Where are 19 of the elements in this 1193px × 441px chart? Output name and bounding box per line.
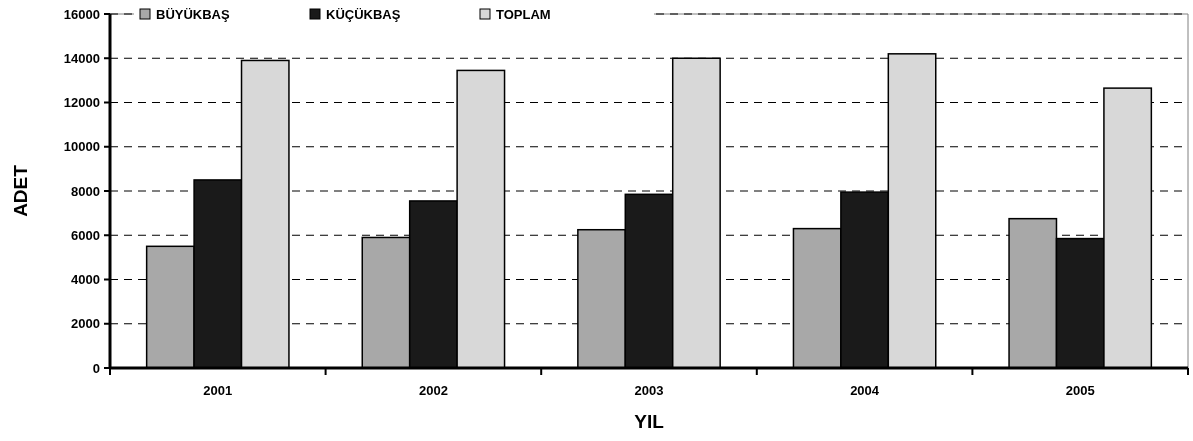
x-tick-label: 2002 <box>418 383 448 398</box>
x-tick-label: 2005 <box>1065 383 1095 398</box>
y-tick-label: 12000 <box>63 95 100 111</box>
y-tick-label: 4000 <box>71 272 100 288</box>
x-tick-label: 2001 <box>203 383 233 398</box>
x-axis-title: YIL <box>634 411 665 432</box>
legend-label: KÜÇÜKBAŞ <box>326 6 401 22</box>
y-tick-label: 10000 <box>63 139 100 155</box>
y-tick-label: 0 <box>92 360 100 376</box>
y-tick-label: 2000 <box>71 316 100 332</box>
y-tick-label: 8000 <box>71 183 100 199</box>
x-tick-label: 2004 <box>850 383 880 398</box>
y-tick-label: 6000 <box>71 227 100 243</box>
y-axis-title: ADET <box>10 164 31 217</box>
y-tick-label: 14000 <box>63 50 100 66</box>
x-tick-label: 2003 <box>634 383 664 398</box>
legend-label: BÜYÜKBAŞ <box>156 6 230 22</box>
legend-label: TOPLAM <box>496 6 551 22</box>
y-tick-label: 16000 <box>63 6 100 22</box>
